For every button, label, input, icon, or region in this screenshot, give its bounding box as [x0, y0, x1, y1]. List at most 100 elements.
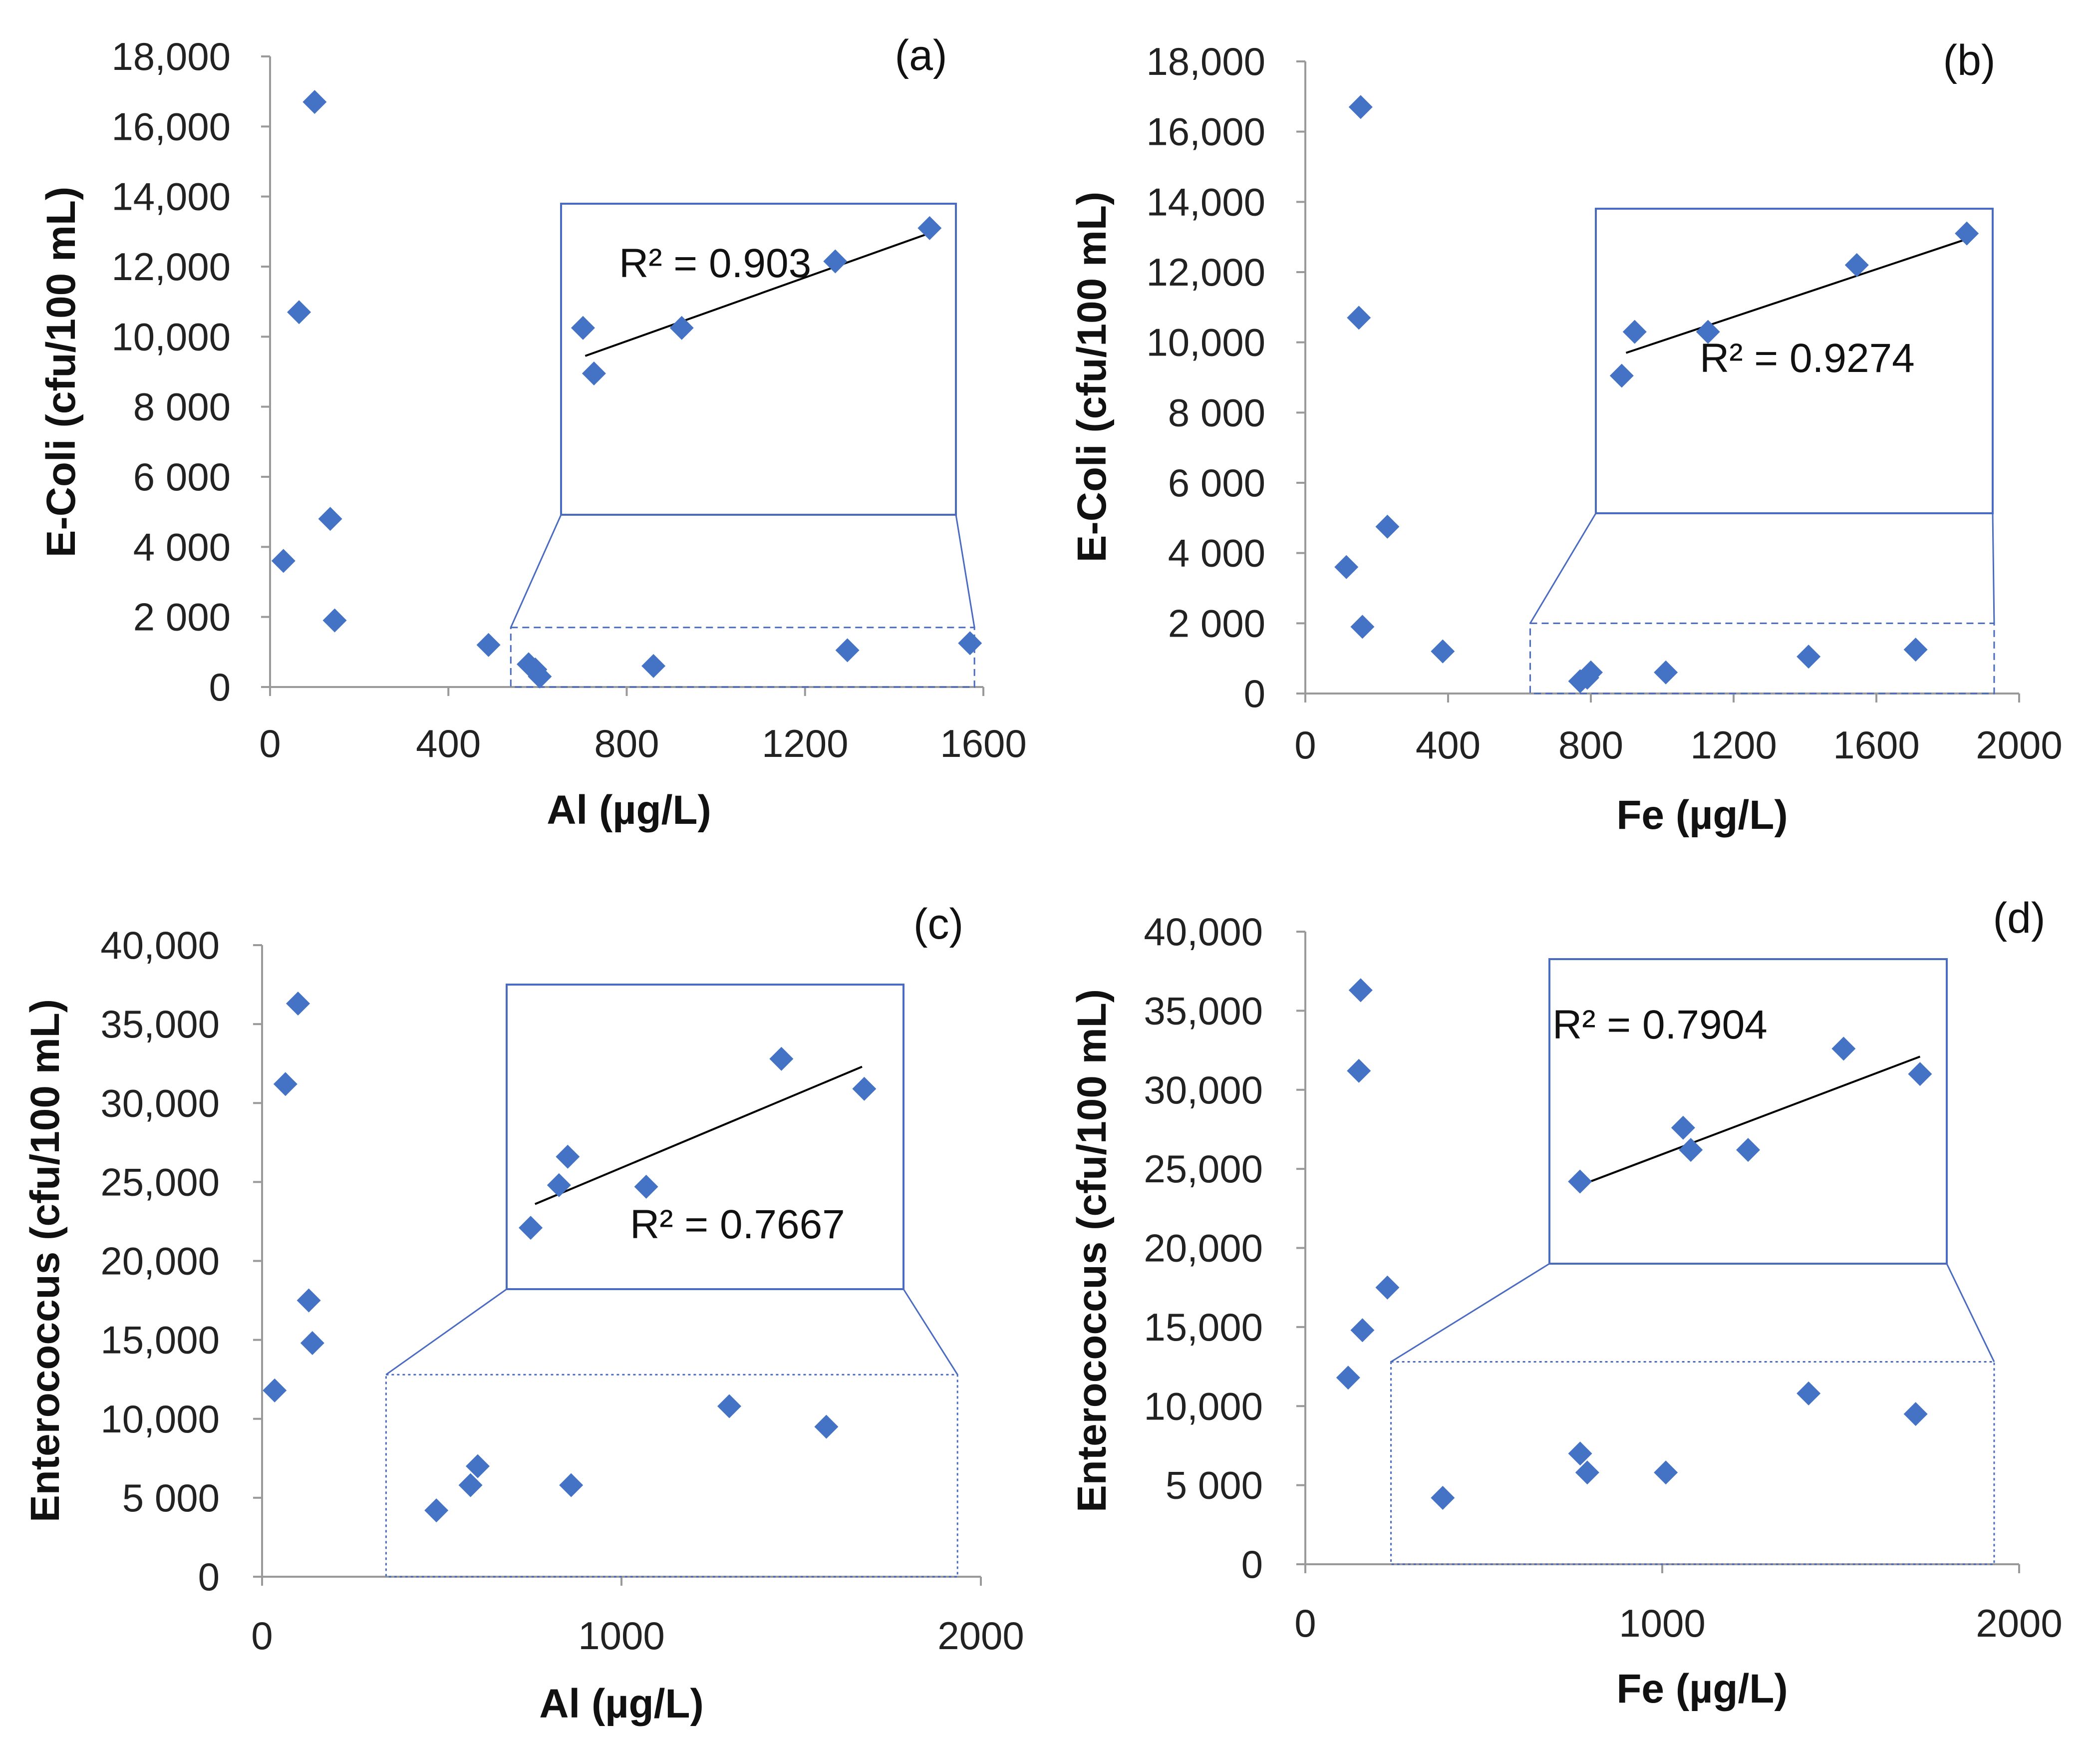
- x-tick-label: 800: [594, 721, 659, 765]
- y-tick-label: 16,000: [111, 104, 231, 148]
- zoom-region-box: [510, 627, 975, 688]
- data-point: [1431, 639, 1455, 664]
- data-point: [958, 631, 982, 656]
- data-point: [814, 1414, 839, 1439]
- zoom-region-box: [1529, 622, 1995, 695]
- data-point: [1350, 615, 1375, 639]
- data-point: [273, 1072, 298, 1096]
- data-point: [300, 1331, 324, 1355]
- data-point: [1431, 1485, 1455, 1510]
- y-tick-label: 10,000: [1146, 321, 1265, 364]
- panel-label: (d): [1993, 894, 2045, 942]
- y-tick-label: 6 000: [133, 455, 231, 499]
- data-point: [318, 507, 342, 531]
- data-point: [528, 664, 552, 689]
- inset-data-point: [1671, 1115, 1695, 1140]
- y-tick-label: 4 000: [133, 525, 231, 569]
- inset-frame: [506, 984, 904, 1290]
- x-axis-title: Al (µg/L): [539, 1681, 704, 1727]
- zoom-connector-right: [902, 1289, 958, 1376]
- inset-data-point: [634, 1174, 658, 1199]
- x-axis-title: Fe (µg/L): [1616, 792, 1788, 838]
- data-point: [271, 549, 296, 573]
- zoom-connector-right: [1992, 513, 1995, 624]
- trendline: [1581, 1055, 1921, 1186]
- x-tick-label: 0: [251, 1614, 273, 1658]
- x-tick-label: 1600: [940, 721, 1027, 765]
- data-point: [297, 1288, 321, 1313]
- inset-data-point: [1831, 1037, 1856, 1061]
- inset-data-point: [1609, 363, 1634, 388]
- y-tick-label: 2 000: [133, 595, 231, 639]
- data-point: [458, 1473, 483, 1497]
- data-point: [641, 654, 666, 678]
- zoom-connector-left: [1390, 1263, 1550, 1363]
- data-point: [287, 300, 311, 325]
- trendline: [1625, 239, 1963, 354]
- y-tick-label: 5 000: [1166, 1463, 1263, 1507]
- y-tick-label: 30,000: [1144, 1068, 1263, 1112]
- y-tick-label: 6 000: [1168, 461, 1265, 505]
- data-point: [1348, 95, 1373, 119]
- data-point: [263, 1378, 287, 1402]
- x-tick-label: 2000: [1976, 723, 2063, 767]
- data-point: [322, 608, 347, 633]
- inset-data-point: [769, 1046, 794, 1071]
- inset-data-point: [1844, 253, 1869, 277]
- inset-data-point: [917, 216, 942, 240]
- data-point: [1903, 638, 1928, 662]
- zoom-region-box: [385, 1374, 958, 1578]
- panel-label: (a): [895, 31, 947, 79]
- chart-panel-a: 0 2 000 4 000 6 000 8 000 10,000 12,000 14,000 1…: [38, 31, 1027, 833]
- data-point: [1348, 978, 1373, 1003]
- inset-data-point: [1679, 1138, 1703, 1162]
- inset-data-point: [1736, 1138, 1760, 1162]
- r-squared-label: R² = 0.903: [619, 241, 811, 286]
- inset-data-point: [669, 316, 694, 340]
- panel-label: (c): [913, 900, 963, 948]
- data-point: [1347, 306, 1371, 330]
- y-axis-title: Enterococcus (cfu/100 mL): [22, 999, 68, 1522]
- data-point: [424, 1498, 449, 1523]
- inset-data-point: [519, 1216, 543, 1240]
- zoom-connector-left: [510, 514, 562, 628]
- y-tick-label: 2 000: [1168, 601, 1265, 645]
- r-squared-label: R² = 0.7667: [630, 1202, 845, 1247]
- y-axis-title: E-Coli (cfu/100 mL): [1069, 192, 1115, 563]
- chart-panel-c: 0 5 000 10,000 15,000 20,000 25,000 30,000 35,0…: [22, 900, 1024, 1727]
- zoom-connector-right: [955, 514, 975, 628]
- zoom-connector-right: [1946, 1263, 1995, 1363]
- inset-data-point: [547, 1173, 571, 1197]
- y-tick-label: 8 000: [133, 385, 231, 429]
- data-point: [1375, 514, 1400, 539]
- x-tick-label: 1200: [762, 721, 849, 765]
- data-point: [1575, 1460, 1599, 1485]
- zoom-connector-left: [385, 1288, 507, 1376]
- y-tick-label: 14,000: [111, 175, 231, 219]
- y-tick-label: 10,000: [111, 315, 231, 358]
- data-point: [466, 1454, 490, 1478]
- y-tick-label: 20,000: [1144, 1226, 1263, 1270]
- y-tick-label: 0: [209, 665, 231, 709]
- r-squared-label: R² = 0.7904: [1552, 1002, 1768, 1047]
- inset-data-point: [1568, 1169, 1592, 1194]
- zoom-connector-left: [1529, 513, 1597, 624]
- data-point: [286, 992, 310, 1016]
- x-tick-label: 0: [1294, 1601, 1316, 1645]
- data-point: [1654, 1460, 1678, 1485]
- y-tick-label: 0: [198, 1555, 220, 1599]
- inset-data-point: [852, 1076, 877, 1101]
- data-point: [1350, 1318, 1375, 1343]
- y-tick-label: 15,000: [1144, 1305, 1263, 1349]
- data-point: [1797, 645, 1821, 669]
- y-tick-label: 35,000: [100, 1002, 220, 1046]
- x-tick-label: 1600: [1833, 723, 1920, 767]
- data-point: [302, 90, 327, 114]
- data-point: [717, 1394, 741, 1418]
- y-tick-label: 18,000: [111, 34, 231, 78]
- chart-panel-d: 0 5 000 10,000 15,000 20,000 25,000 30,000 35,0…: [1069, 894, 2063, 1712]
- inset-frame: [1595, 208, 1994, 514]
- data-point: [1336, 1366, 1360, 1390]
- data-point: [476, 633, 501, 657]
